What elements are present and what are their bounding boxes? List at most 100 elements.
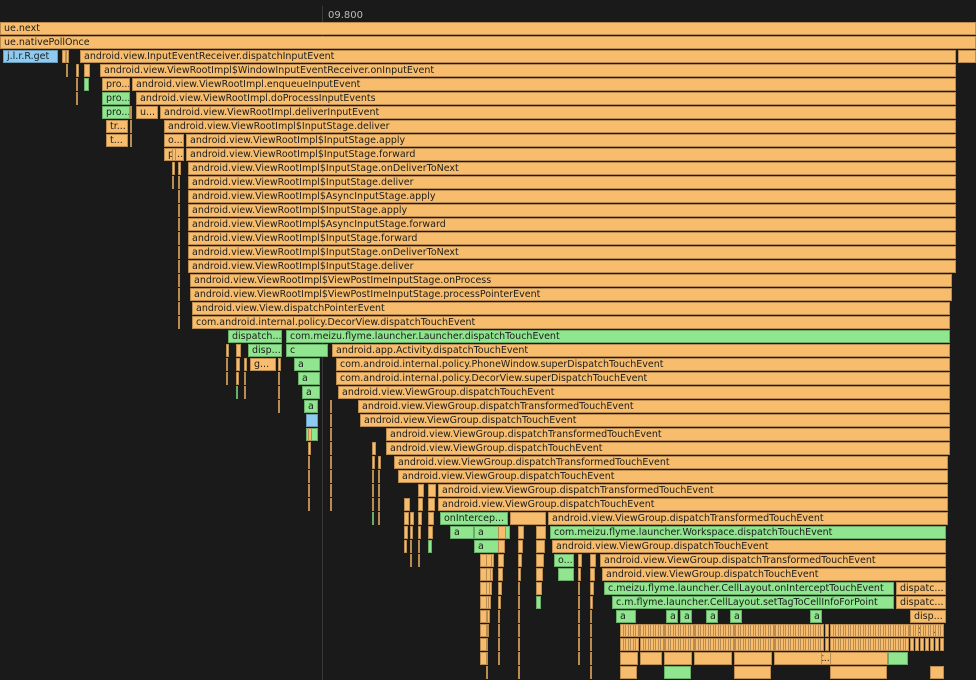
flame-frame[interactable]	[558, 568, 574, 581]
flame-frame-narrow[interactable]	[765, 624, 769, 637]
flame-frame[interactable]: dispatc...	[896, 596, 946, 609]
flame-frame-narrow[interactable]	[130, 106, 132, 119]
flame-frame-narrow[interactable]	[915, 638, 919, 651]
flame-frame-narrow[interactable]	[900, 638, 904, 651]
flame-frame-narrow[interactable]	[330, 456, 332, 469]
flame-frame-narrow[interactable]	[236, 372, 239, 385]
flame-frame[interactable]: disp...	[910, 610, 946, 623]
flame-frame[interactable]: android.view.ViewGroup.dispatchTouchEven…	[438, 498, 948, 511]
flame-frame-narrow[interactable]	[660, 624, 664, 637]
flame-frame-narrow[interactable]	[330, 470, 332, 483]
flame-frame[interactable]: a	[666, 610, 678, 623]
flame-frame-narrow[interactable]	[308, 428, 312, 441]
flame-frame-narrow[interactable]	[785, 638, 789, 651]
flame-frame-narrow[interactable]	[372, 442, 376, 455]
flame-frame-narrow[interactable]	[418, 498, 423, 511]
flame-frame-narrow[interactable]	[630, 624, 634, 637]
flame-frame-narrow[interactable]	[308, 456, 310, 469]
flame-frame-narrow[interactable]	[428, 484, 436, 497]
flame-frame-narrow[interactable]	[695, 638, 699, 651]
flame-frame-narrow[interactable]	[66, 50, 69, 63]
flame-frame-narrow[interactable]	[635, 638, 639, 651]
flame-frame[interactable]: o...	[554, 554, 574, 567]
flame-frame[interactable]: a	[294, 358, 320, 371]
flame-frame-narrow[interactable]	[226, 372, 228, 385]
flame-frame-narrow[interactable]	[308, 470, 310, 483]
flame-frame-narrow[interactable]	[930, 624, 934, 637]
flame-frame-narrow[interactable]	[372, 456, 375, 469]
flame-frame-narrow[interactable]	[910, 638, 914, 651]
flame-frame[interactable]: dispatch...	[228, 330, 282, 343]
flame-frame-narrow[interactable]	[518, 568, 521, 581]
flame-frame-narrow[interactable]	[178, 190, 180, 203]
flame-frame-narrow[interactable]	[518, 666, 520, 679]
flame-frame-narrow[interactable]	[578, 638, 580, 651]
flame-frame-narrow[interactable]	[830, 652, 888, 665]
flame-frame-narrow[interactable]	[825, 624, 829, 637]
flame-frame-narrow[interactable]	[810, 638, 814, 651]
flame-frame-narrow[interactable]	[498, 540, 505, 553]
flame-frame-narrow[interactable]	[76, 64, 79, 77]
flame-frame[interactable]: android.view.ViewRootImpl.deliverInputEv…	[160, 106, 956, 119]
flame-frame[interactable]: android.view.ViewRootImpl$ViewPostImeInp…	[190, 288, 952, 301]
flame-frame-narrow[interactable]	[178, 260, 180, 273]
flame-frame-narrow[interactable]	[536, 596, 541, 609]
flame-frame-narrow[interactable]	[735, 624, 739, 637]
flame-frame-narrow[interactable]	[745, 624, 749, 637]
flame-frame-narrow[interactable]	[670, 624, 674, 637]
flame-frame-narrow[interactable]	[875, 638, 879, 651]
flame-frame-narrow[interactable]	[620, 638, 624, 651]
flame-frame[interactable]: a	[616, 610, 636, 623]
flame-frame-narrow[interactable]	[226, 344, 229, 357]
flame-frame[interactable]: o...	[164, 134, 184, 147]
flame-frame-narrow[interactable]	[805, 638, 809, 651]
flame-frame[interactable]: disp...	[248, 344, 282, 357]
flame-frame[interactable]: android.view.ViewRootImpl$InputStage.app…	[188, 204, 956, 217]
flame-frame-narrow[interactable]	[330, 498, 332, 511]
flame-frame-narrow[interactable]	[700, 638, 704, 651]
flame-frame[interactable]: android.app.Activity.dispatchTouchEvent	[332, 344, 950, 357]
flame-frame-narrow[interactable]	[76, 92, 78, 105]
flame-frame-narrow[interactable]	[518, 638, 520, 651]
flame-frame-narrow[interactable]	[905, 624, 909, 637]
flame-frame-narrow[interactable]	[486, 582, 490, 595]
flame-frame-narrow[interactable]	[625, 624, 629, 637]
flame-frame-narrow[interactable]	[880, 638, 884, 651]
flame-frame-narrow[interactable]	[735, 638, 739, 651]
flame-frame-narrow[interactable]	[590, 582, 594, 595]
flame-frame-narrow[interactable]	[685, 624, 689, 637]
flame-frame[interactable]: com.android.internal.policy.DecorView.di…	[192, 316, 950, 329]
flame-frame-narrow[interactable]	[590, 624, 592, 637]
flame-frame-narrow[interactable]	[890, 638, 894, 651]
flame-frame-narrow[interactable]	[915, 624, 919, 637]
flame-frame-narrow[interactable]	[236, 386, 238, 399]
flame-frame[interactable]: pro...	[102, 78, 130, 91]
flame-frame-narrow[interactable]	[308, 484, 310, 497]
flame-frame-narrow[interactable]	[418, 512, 422, 525]
flame-frame-narrow[interactable]	[775, 638, 779, 651]
flame-frame-narrow[interactable]	[655, 638, 659, 651]
flame-frame[interactable]: android.view.ViewGroup.dispatchTouchEven…	[398, 470, 948, 483]
flame-frame-narrow[interactable]	[815, 624, 819, 637]
flame-frame-narrow[interactable]	[84, 78, 89, 91]
flame-frame-narrow[interactable]	[410, 554, 412, 567]
flame-frame-narrow[interactable]	[244, 372, 246, 385]
flame-frame-narrow[interactable]	[578, 582, 580, 595]
flame-frame[interactable]: a	[298, 372, 320, 385]
flame-frame-narrow[interactable]	[830, 638, 834, 651]
flame-frame-narrow[interactable]	[378, 512, 380, 525]
flame-frame[interactable]: a	[304, 400, 318, 413]
flame-frame[interactable]: a	[680, 610, 692, 623]
flame-frame-narrow[interactable]	[404, 498, 410, 511]
flame-frame[interactable]: u...	[136, 106, 158, 119]
flame-frame-narrow[interactable]	[690, 624, 694, 637]
flame-frame-narrow[interactable]	[404, 512, 409, 525]
flame-frame[interactable]: android.view.ViewRootImpl$InputStage.for…	[186, 148, 956, 161]
flame-frame-narrow[interactable]	[805, 624, 809, 637]
flame-frame[interactable]: android.view.ViewGroup.dispatchTouchEven…	[360, 414, 950, 427]
flame-frame-narrow[interactable]	[785, 624, 789, 637]
flame-frame-narrow[interactable]	[655, 624, 659, 637]
flame-frame-narrow[interactable]	[860, 638, 864, 651]
flame-frame[interactable]: android.view.ViewRootImpl.enqueueInputEv…	[132, 78, 956, 91]
flame-frame-narrow[interactable]	[486, 610, 488, 623]
